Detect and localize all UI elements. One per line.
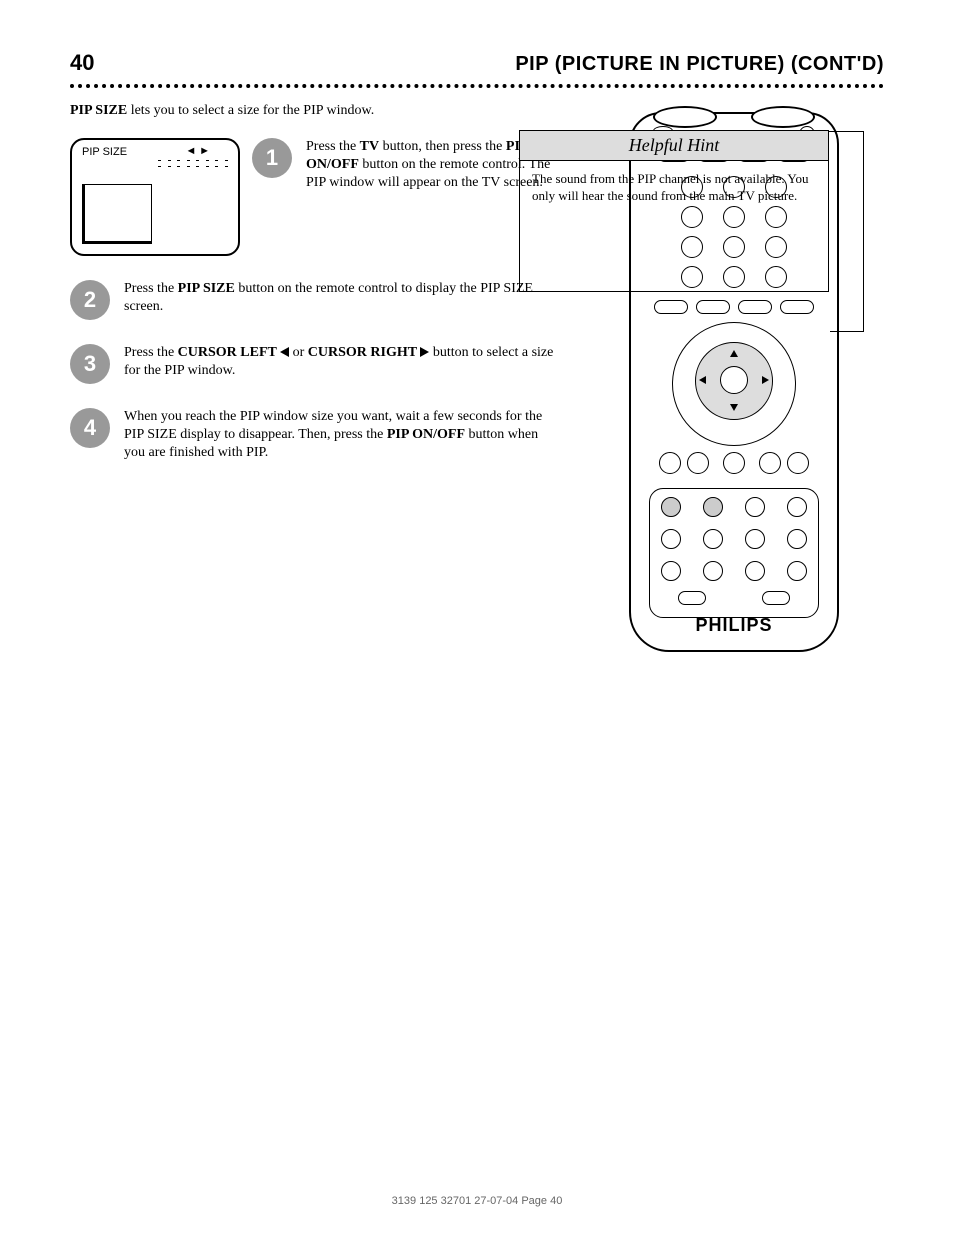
oval-btn <box>780 300 814 314</box>
pip-size-button <box>703 497 723 517</box>
page-header: 40 PIP (PICTURE IN PICTURE) (CONT'D) <box>70 50 884 76</box>
panel-btn <box>787 497 807 517</box>
vol-down-icon <box>659 452 681 474</box>
panel-btn <box>703 529 723 549</box>
vol-up-icon <box>687 452 709 474</box>
intro-text: PIP SIZE lets you to select a size for t… <box>70 102 560 120</box>
panel-wide-btn <box>762 591 790 605</box>
page-number: 40 <box>70 50 94 76</box>
helpful-hint-box: Helpful Hint The sound from the PIP chan… <box>519 130 829 292</box>
stop-icon <box>787 561 807 581</box>
ch-up-icon <box>787 452 809 474</box>
panel-btn <box>745 529 765 549</box>
pip-size-diagram: PIP SIZE ◄ ► <box>70 138 240 256</box>
nav-ok-button <box>720 366 748 394</box>
oval-btn <box>654 300 688 314</box>
step-text: When you reach the PIP window size you w… <box>124 408 560 463</box>
rewind-icon <box>661 561 681 581</box>
panel-btn <box>787 529 807 549</box>
play-icon <box>703 561 723 581</box>
ff-icon <box>745 561 765 581</box>
step-number: 2 <box>70 280 110 320</box>
step-text: Press the PIP SIZE button on the remote … <box>124 280 560 316</box>
hint-title: Helpful Hint <box>520 131 828 161</box>
callout-line <box>863 131 864 331</box>
step-1: PIP SIZE ◄ ► 1 Press the TV button, then… <box>70 138 560 256</box>
footer-imprint: 3139 125 32701 27-07-04 Page 40 <box>0 1195 954 1207</box>
panel-wide-btn <box>678 591 706 605</box>
panel-btn <box>661 529 681 549</box>
panel-btn <box>745 497 765 517</box>
step-text: Press the CURSOR LEFT or CURSOR RIGHT bu… <box>124 344 560 380</box>
cursor-left-icon <box>699 376 706 384</box>
cursor-up-icon <box>730 350 738 357</box>
step-2: 2 Press the PIP SIZE button on the remot… <box>70 280 560 320</box>
oval-btn <box>696 300 730 314</box>
page-title: PIP (PICTURE IN PICTURE) (CONT'D) <box>515 53 884 76</box>
header-dotted-rule <box>70 82 884 88</box>
brand-logo: PHILIPS <box>631 615 837 636</box>
step-number: 4 <box>70 408 110 448</box>
pip-scale <box>158 160 228 172</box>
step-4: 4 When you reach the PIP window size you… <box>70 408 560 463</box>
ch-down-icon <box>759 452 781 474</box>
cursor-down-icon <box>730 404 738 411</box>
pip-arrow-indicators: ◄ ► <box>185 145 210 157</box>
mute-button <box>723 452 745 474</box>
cursor-right-icon <box>762 376 769 384</box>
oval-btn <box>738 300 772 314</box>
hint-body: The sound from the PIP channel is not av… <box>520 161 828 291</box>
step-number: 1 <box>252 138 292 178</box>
pip-inner-window <box>82 184 152 244</box>
callout-line <box>830 331 864 332</box>
step-3: 3 Press the CURSOR LEFT or CURSOR RIGHT … <box>70 344 560 384</box>
pip-on-off-button <box>661 497 681 517</box>
step-number: 3 <box>70 344 110 384</box>
pip-size-label: PIP SIZE <box>82 146 127 158</box>
lower-button-panel <box>649 488 819 618</box>
